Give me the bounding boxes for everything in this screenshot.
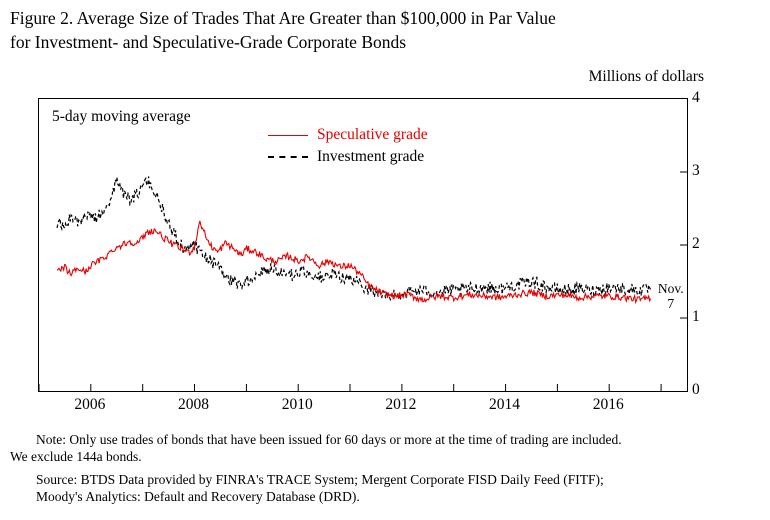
figure-title-line-1: Figure 2. Average Size of Trades That Ar… xyxy=(10,8,556,28)
y-tick-label: 3 xyxy=(692,162,700,179)
x-tick-label: 2006 xyxy=(74,396,106,413)
y-tick-label: 0 xyxy=(692,381,700,398)
series-end-date-day: 7 xyxy=(667,295,675,311)
series-end-date-annotation: Nov. 7 xyxy=(654,281,688,311)
figure-title-line-2: for Investment- and Speculative-Grade Co… xyxy=(10,32,407,52)
investment-grade-line xyxy=(56,176,652,302)
legend-line-speculative-icon xyxy=(268,134,308,136)
x-tick-label: 2012 xyxy=(385,396,417,413)
legend-label-speculative: Speculative grade xyxy=(317,126,428,143)
chart-canvas xyxy=(39,171,687,391)
y-tick-label: 2 xyxy=(692,235,700,252)
legend-label-investment: Investment grade xyxy=(317,148,425,165)
y-axis-unit-label: Millions of dollars xyxy=(588,68,704,85)
moving-average-annotation: 5-day moving average xyxy=(52,108,191,125)
x-tick-label: 2014 xyxy=(489,396,521,413)
source-line-1: Source: BTDS Data provided by FINRA's TR… xyxy=(36,472,604,487)
x-tick-label: 2008 xyxy=(178,396,210,413)
legend-row-investment: Investment grade xyxy=(268,146,428,168)
y-tick-label: 1 xyxy=(692,308,700,325)
chart-legend: Speculative grade Investment grade xyxy=(268,124,428,168)
plot-area xyxy=(38,98,688,392)
series-end-date-month: Nov. xyxy=(657,280,684,296)
axis-tick-marks xyxy=(39,171,687,391)
y-tick-label: 4 xyxy=(692,89,700,106)
legend-line-investment-icon xyxy=(268,156,308,158)
note-line-2: We exclude 144a bonds. xyxy=(10,449,142,464)
note-line-1: Note: Only use trades of bonds that have… xyxy=(36,432,622,447)
source-line-2: Moody's Analytics: Default and Recovery … xyxy=(36,489,360,504)
legend-row-speculative: Speculative grade xyxy=(268,124,428,146)
x-tick-label: 2010 xyxy=(281,396,313,413)
x-tick-label: 2016 xyxy=(592,396,624,413)
speculative-grade-line xyxy=(56,220,652,305)
